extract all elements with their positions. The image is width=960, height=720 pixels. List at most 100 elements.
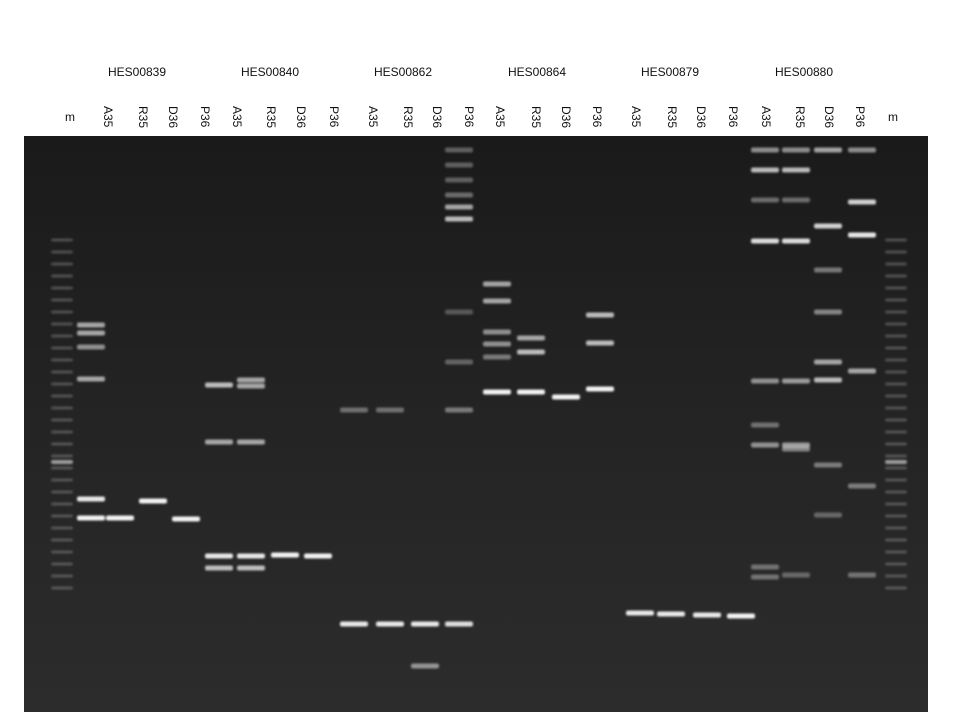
band bbox=[885, 310, 907, 314]
band bbox=[445, 147, 473, 153]
gel bbox=[24, 136, 928, 712]
band bbox=[885, 586, 907, 590]
lane-label: D36 bbox=[822, 106, 836, 128]
band bbox=[51, 478, 73, 482]
band bbox=[885, 478, 907, 482]
lane-label: R35 bbox=[264, 106, 278, 128]
band bbox=[885, 250, 907, 254]
band bbox=[77, 322, 105, 328]
band bbox=[51, 346, 73, 350]
lane-label: A35 bbox=[493, 106, 507, 128]
band bbox=[885, 394, 907, 398]
band bbox=[885, 334, 907, 338]
band bbox=[885, 262, 907, 266]
band bbox=[445, 407, 473, 413]
band bbox=[51, 334, 73, 338]
band bbox=[814, 377, 842, 383]
band bbox=[517, 389, 545, 395]
band bbox=[51, 394, 73, 398]
band bbox=[782, 378, 810, 384]
band bbox=[814, 223, 842, 229]
lane-label: D36 bbox=[166, 106, 180, 128]
band bbox=[51, 460, 73, 464]
lane-label: D36 bbox=[294, 106, 308, 128]
lane-label: P36 bbox=[198, 106, 212, 128]
band bbox=[848, 232, 876, 238]
band bbox=[172, 516, 200, 522]
band bbox=[237, 553, 265, 559]
band bbox=[885, 418, 907, 422]
band bbox=[205, 553, 233, 559]
band bbox=[376, 621, 404, 627]
band bbox=[139, 498, 167, 504]
band bbox=[586, 340, 614, 346]
band bbox=[751, 422, 779, 428]
band bbox=[626, 610, 654, 616]
band bbox=[51, 358, 73, 362]
band bbox=[340, 621, 368, 627]
band bbox=[885, 460, 907, 464]
lane-label: A35 bbox=[101, 106, 115, 128]
band bbox=[483, 341, 511, 347]
band bbox=[51, 262, 73, 266]
band bbox=[51, 574, 73, 578]
lane-label: A35 bbox=[230, 106, 244, 128]
group-label: HES00840 bbox=[241, 65, 299, 79]
band bbox=[445, 204, 473, 210]
band bbox=[885, 562, 907, 566]
band bbox=[237, 377, 265, 383]
band bbox=[751, 197, 779, 203]
band bbox=[445, 192, 473, 198]
band bbox=[885, 514, 907, 518]
band bbox=[51, 538, 73, 542]
band bbox=[814, 462, 842, 468]
lane-label: D36 bbox=[559, 106, 573, 128]
band bbox=[885, 286, 907, 290]
band bbox=[885, 358, 907, 362]
band bbox=[51, 250, 73, 254]
lane-label: A35 bbox=[629, 106, 643, 128]
band bbox=[51, 370, 73, 374]
band bbox=[848, 147, 876, 153]
band bbox=[751, 442, 779, 448]
band bbox=[237, 383, 265, 389]
band bbox=[885, 406, 907, 410]
band bbox=[751, 574, 779, 580]
lane-label: A35 bbox=[366, 106, 380, 128]
band bbox=[782, 147, 810, 153]
band bbox=[885, 526, 907, 530]
band bbox=[586, 312, 614, 318]
band bbox=[885, 274, 907, 278]
band bbox=[814, 147, 842, 153]
band bbox=[483, 281, 511, 287]
band bbox=[751, 378, 779, 384]
band bbox=[885, 370, 907, 374]
band bbox=[885, 442, 907, 446]
band bbox=[483, 354, 511, 360]
band bbox=[848, 368, 876, 374]
band bbox=[885, 346, 907, 350]
group-label: HES00839 bbox=[108, 65, 166, 79]
band bbox=[885, 430, 907, 434]
lane-label: D36 bbox=[694, 106, 708, 128]
band bbox=[885, 466, 907, 470]
lane-label: A35 bbox=[759, 106, 773, 128]
lane-label: P36 bbox=[853, 106, 867, 128]
band bbox=[885, 238, 907, 242]
band bbox=[885, 550, 907, 554]
marker-label: m bbox=[65, 110, 75, 124]
band bbox=[885, 382, 907, 386]
band bbox=[51, 466, 73, 470]
band bbox=[51, 586, 73, 590]
band bbox=[445, 621, 473, 627]
band bbox=[51, 382, 73, 386]
band bbox=[51, 238, 73, 242]
band bbox=[51, 430, 73, 434]
band bbox=[51, 550, 73, 554]
band bbox=[552, 394, 580, 400]
band bbox=[51, 562, 73, 566]
band bbox=[51, 526, 73, 530]
band bbox=[782, 446, 810, 452]
band bbox=[814, 267, 842, 273]
band bbox=[751, 167, 779, 173]
